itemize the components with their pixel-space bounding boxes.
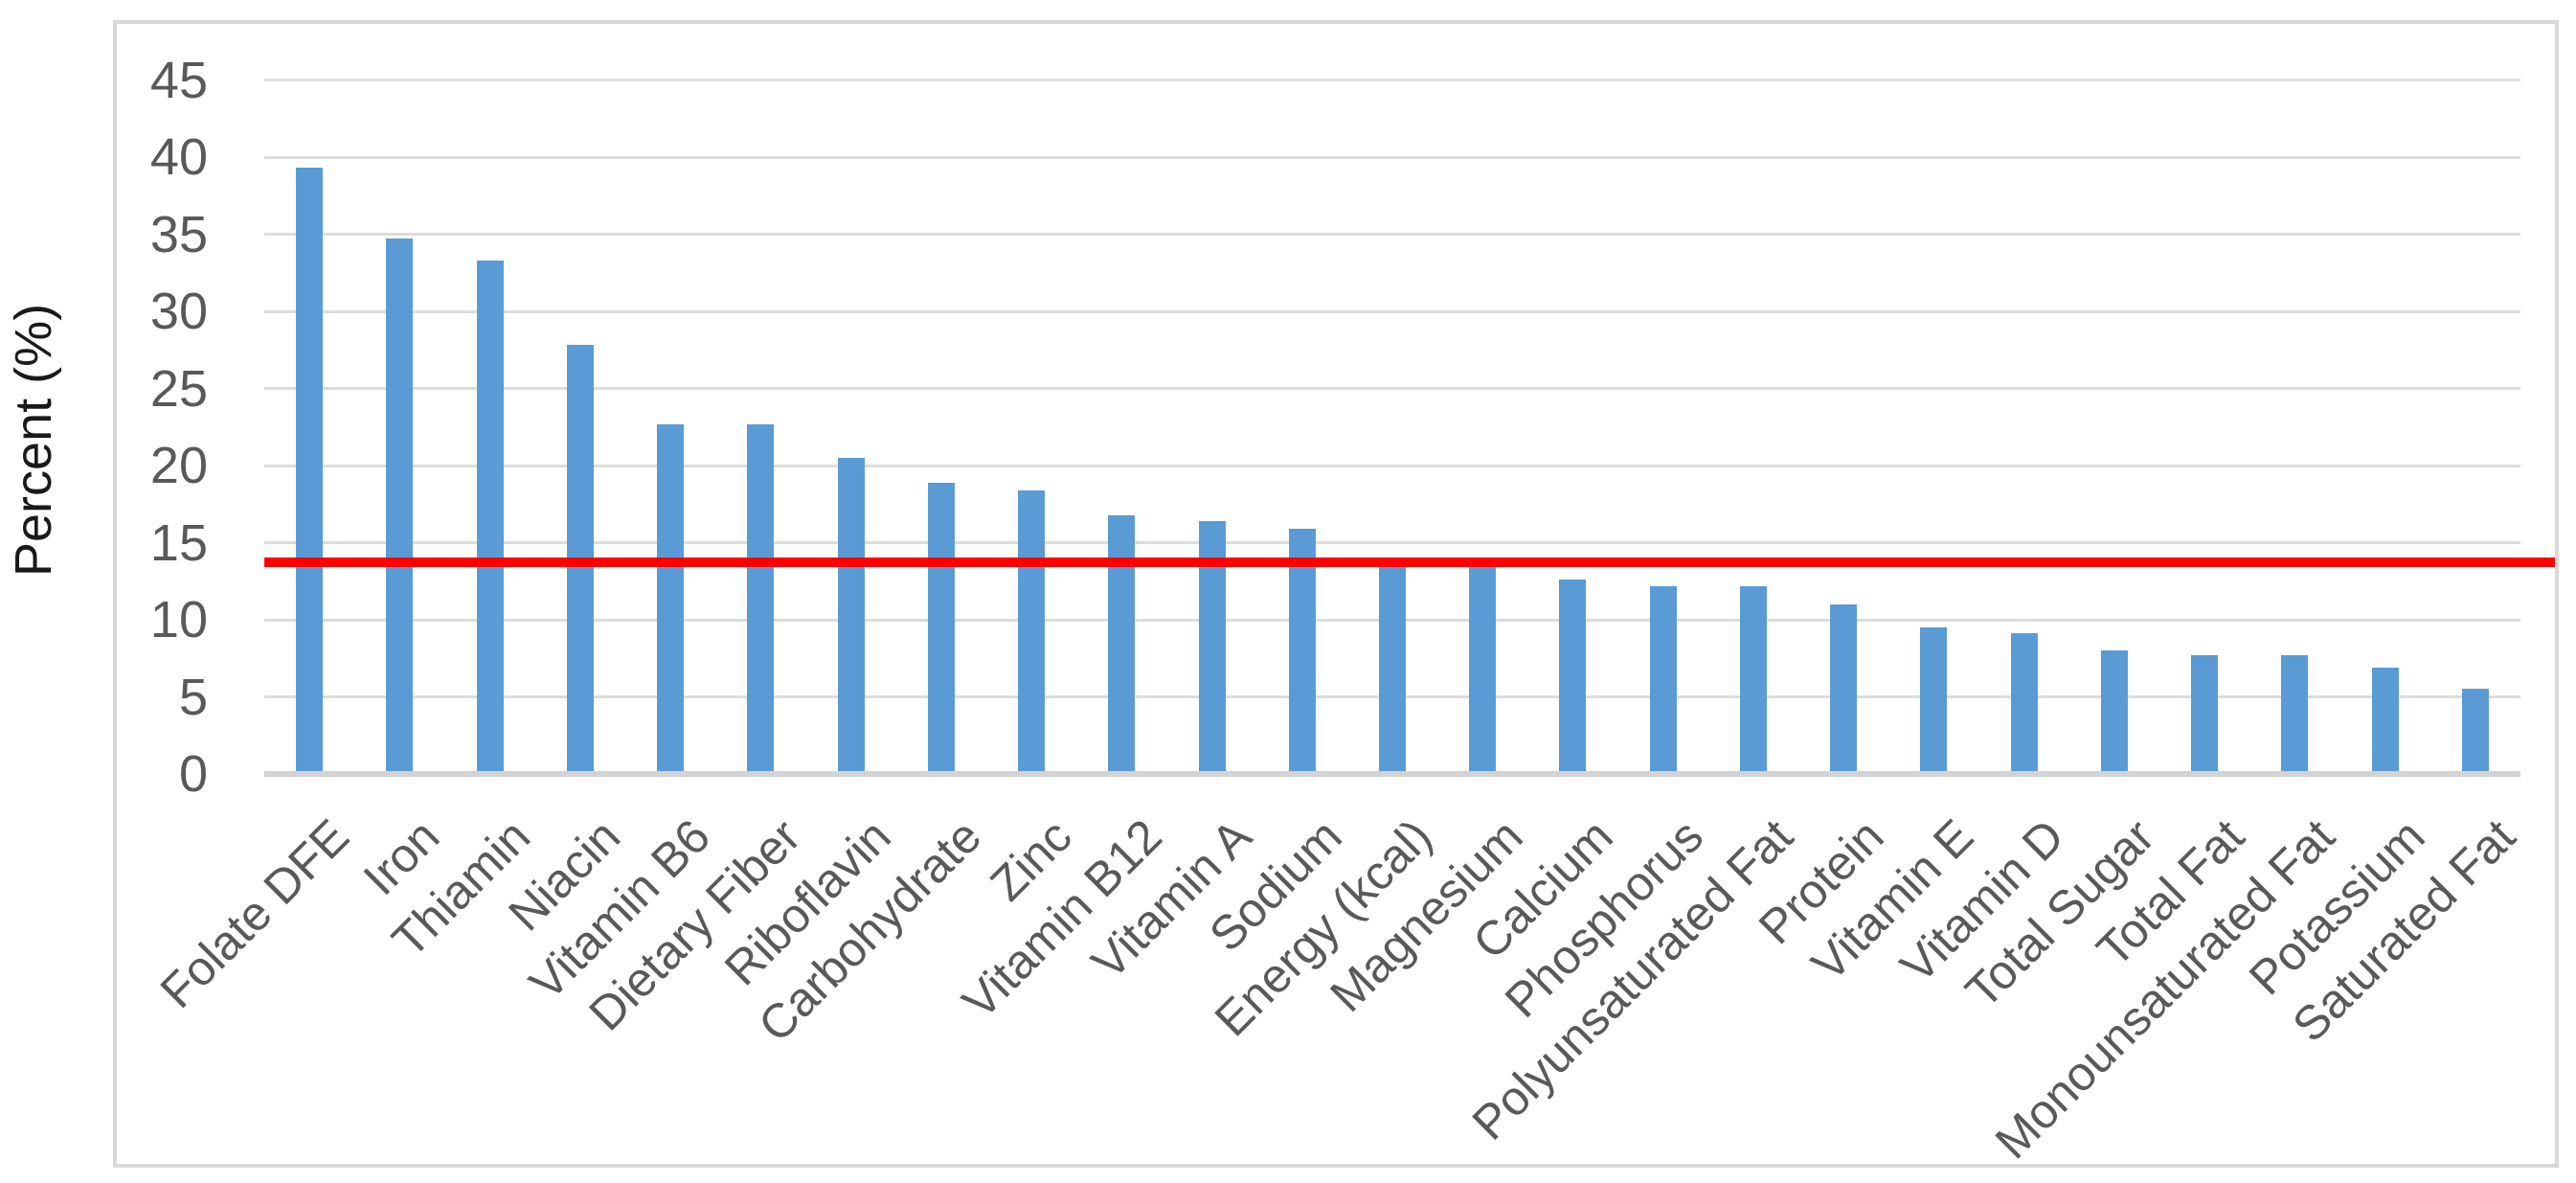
reference-line	[264, 557, 2555, 568]
bar-iron	[386, 239, 414, 774]
bar-zinc	[1018, 489, 1046, 774]
bar-riboflavin	[837, 457, 865, 774]
bar-monounsaturated-fat	[2281, 655, 2309, 774]
bar-vitamin-b12	[1108, 514, 1136, 774]
gridline-30	[264, 309, 2520, 313]
y-tick-label-5: 5	[178, 668, 208, 726]
bar-total-fat	[2191, 655, 2219, 774]
bar-vitamin-e	[1920, 627, 1948, 774]
bar-dietary-fiber	[747, 423, 775, 774]
bar-sodium	[1288, 529, 1316, 774]
y-tick-label-20: 20	[149, 437, 208, 494]
bar-phosphorus	[1649, 585, 1677, 774]
bar-carbohydrate	[927, 482, 955, 774]
bar-folate-dfe	[296, 168, 324, 774]
y-axis-title: Percent (%)	[5, 303, 62, 577]
y-tick-label-25: 25	[149, 359, 208, 418]
gridline-45	[264, 79, 2520, 81]
y-tick-label-35: 35	[149, 205, 208, 263]
gridline-25	[264, 387, 2520, 390]
bar-protein	[1830, 603, 1858, 774]
bar-vitamin-b6	[657, 423, 685, 774]
y-tick-label-40: 40	[149, 128, 208, 186]
y-tick-label-0: 0	[178, 745, 208, 803]
bar-polyunsaturated-fat	[1739, 585, 1767, 774]
gridline-15	[264, 541, 2520, 544]
y-tick-label-45: 45	[149, 51, 208, 109]
gridline-35	[264, 233, 2520, 236]
y-tick-label-15: 15	[149, 513, 208, 572]
bar-calcium	[1559, 580, 1587, 774]
y-tick-label-10: 10	[149, 591, 208, 648]
gridline-40	[264, 155, 2520, 159]
bar-energy-kcal	[1379, 564, 1406, 774]
bar-total-sugar	[2100, 650, 2128, 774]
bar-potassium	[2371, 667, 2399, 774]
bar-vitamin-d	[2010, 633, 2038, 774]
chart-border-frame	[113, 20, 2559, 1168]
bar-saturated-fat	[2461, 689, 2489, 774]
x-axis-line	[264, 771, 2520, 777]
gridline-20	[264, 464, 2520, 467]
y-tick-label-30: 30	[149, 283, 208, 340]
bar-thiamin	[476, 260, 504, 774]
bar-magnesium	[1469, 564, 1497, 774]
